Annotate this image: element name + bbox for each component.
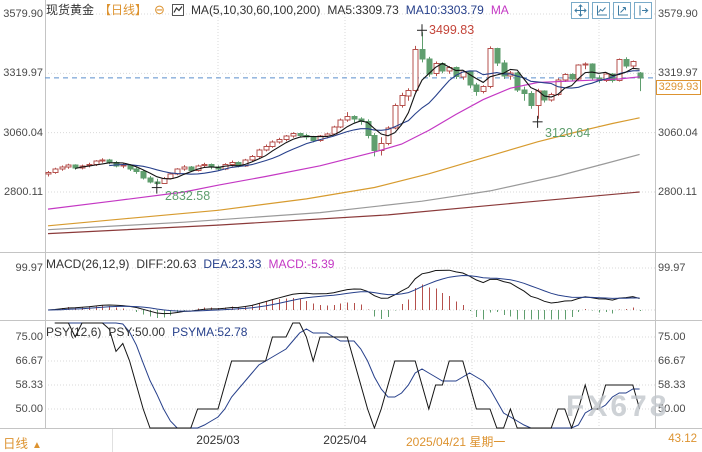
highlighted-date-label: 2025/04/21 星期一 (406, 435, 506, 449)
axis-tick-label: 99.97 (15, 262, 43, 274)
ma-indicator-icon[interactable] (171, 3, 184, 16)
ma5-value-label: MA5:3309.73 (327, 2, 399, 17)
scale-axis-icon[interactable] (592, 2, 610, 19)
axis-tick-label: 66.67 (658, 354, 686, 367)
period-tag[interactable]: 【日线】 (99, 3, 148, 17)
watermark: FX678 (566, 390, 670, 423)
bottom-bar-divider (112, 429, 113, 452)
axis-tick-label: 3060.04 (658, 126, 698, 139)
axis-tick-label: 3319.97 (3, 67, 43, 80)
crosshair-icon[interactable] (571, 2, 589, 19)
axis-tick-label: 75.00 (658, 331, 686, 343)
chart-toolbar (571, 2, 652, 19)
macd-panel-header: MACD(26,12,9) DIFF:20.63 DEA:23.33 MACD:… (46, 256, 334, 271)
pan-right-icon[interactable] (634, 2, 652, 19)
triangle-up-icon: ▲ (32, 440, 42, 451)
high-price-annotation: 3499.83 (429, 23, 475, 37)
x-axis-label-april: 2025/04 (323, 433, 367, 447)
period-tab-button[interactable]: 日线 ▲ (3, 433, 42, 452)
axis-tick-label: 3060.04 (3, 126, 43, 139)
symbol-name[interactable]: 现货黄金 (46, 3, 95, 17)
left-price-axis: 3579.90 3319.97 3060.04 2800.11 99.97 75.00 66… (1, 0, 43, 452)
axis-tick-label: 3579.90 (658, 8, 698, 20)
axis-tick-label: 66.67 (15, 354, 43, 367)
psy-value: PSY:50.00 (108, 324, 166, 339)
macd-title: MACD(26,12,9) (46, 256, 130, 271)
axis-tick-label: 2800.11 (4, 185, 43, 198)
zoom-in-trend-icon[interactable] (613, 2, 631, 19)
axis-tick-label: 58.33 (15, 379, 43, 391)
macd-dea-value: DEA:23.33 (203, 256, 262, 271)
macd-value: MACD:-5.39 (268, 256, 335, 271)
psy-bottom-value: 43.12 (668, 433, 697, 445)
macd-diff-value: DIFF:20.63 (136, 256, 197, 271)
collapse-circle-minus-icon[interactable]: ⊖ (154, 2, 165, 17)
psyma-value: PSYMA:52.78 (172, 324, 248, 339)
psy-panel-header: PSY(12,6) PSY:50.00 PSYMA:52.78 (46, 324, 247, 339)
main-panel-header: 现货黄金 【日线】 ⊖ MA(5,10,30,60,100,200) MA5:3… (46, 2, 509, 18)
current-price-label: 3299.93 (656, 80, 701, 95)
low-price-annotation-2: 3120.64 (545, 126, 591, 140)
axis-tick-label: 2800.11 (658, 185, 697, 198)
psy-title: PSY(12,6) (46, 324, 102, 339)
axis-tick-label: 58.33 (658, 379, 686, 391)
low-price-annotation-1: 2832.58 (165, 189, 211, 203)
time-axis-bar: 日线 ▲ 2025/03 2025/04 2025/04/21 星期一 43.12 (0, 429, 702, 452)
ma10-value-label: MA10:3303.79 (405, 2, 484, 17)
axis-tick-label: 99.97 (658, 262, 686, 274)
period-tab-label: 日线 (3, 437, 29, 451)
right-price-axis: 3579.90 3319.97 3060.04 2800.11 99.97 75.00 66… (658, 0, 700, 452)
axis-tick-label: 50.00 (15, 403, 43, 415)
x-axis-label-march: 2025/03 (196, 433, 240, 447)
ma-more-label: MA (490, 2, 509, 17)
axis-tick-label: 50.00 (658, 403, 686, 415)
axis-tick-label: 75.00 (15, 331, 43, 343)
ma-settings-label: MA(5,10,30,60,100,200) (190, 2, 321, 17)
axis-tick-label: 3579.90 (3, 8, 43, 20)
axis-tick-label: 3319.97 (658, 67, 698, 80)
